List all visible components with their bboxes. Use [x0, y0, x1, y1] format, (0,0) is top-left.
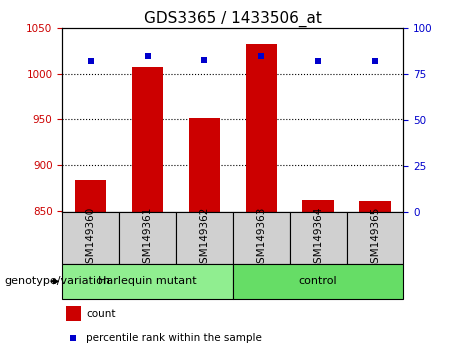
Bar	[62, 212, 119, 264]
Bar	[246, 44, 277, 212]
Bar	[302, 200, 334, 212]
Text: GSM149361: GSM149361	[142, 206, 153, 270]
Bar	[290, 212, 347, 264]
Bar	[189, 118, 220, 212]
Text: GSM149362: GSM149362	[199, 206, 209, 270]
Text: GSM149360: GSM149360	[86, 206, 96, 270]
Bar	[119, 212, 176, 264]
Text: GSM149365: GSM149365	[370, 206, 380, 270]
Text: Harlequin mutant: Harlequin mutant	[98, 276, 197, 286]
Bar	[233, 264, 403, 299]
Bar	[176, 212, 233, 264]
Text: GSM149363: GSM149363	[256, 206, 266, 270]
Text: GSM149364: GSM149364	[313, 206, 323, 270]
Text: control: control	[299, 276, 337, 286]
Text: genotype/variation: genotype/variation	[5, 276, 111, 286]
Bar	[132, 67, 163, 212]
Text: count: count	[86, 308, 116, 319]
Bar	[65, 306, 81, 321]
Bar	[359, 201, 390, 212]
Text: percentile rank within the sample: percentile rank within the sample	[86, 333, 262, 343]
Bar	[75, 179, 106, 212]
Title: GDS3365 / 1433506_at: GDS3365 / 1433506_at	[144, 11, 322, 27]
Bar	[233, 212, 290, 264]
Bar	[347, 212, 403, 264]
Bar	[62, 264, 233, 299]
